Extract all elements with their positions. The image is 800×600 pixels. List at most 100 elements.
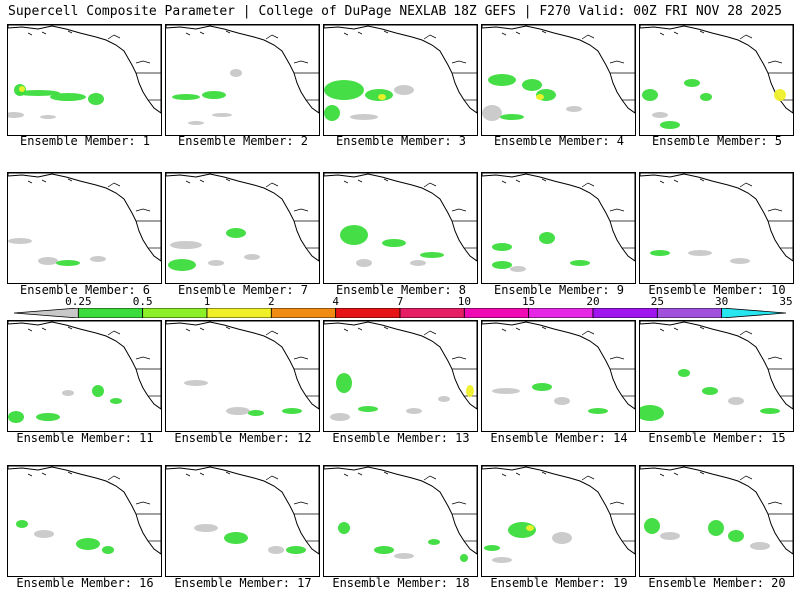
color-scale-segment <box>77 308 144 318</box>
map-canvas <box>8 321 161 423</box>
border-line <box>767 501 783 505</box>
scp-contour <box>208 260 224 266</box>
border-line <box>423 475 437 481</box>
scp-contour <box>62 390 74 396</box>
color-scale-tick-label: 35 <box>779 295 793 308</box>
ensemble-member-map <box>165 24 320 136</box>
scp-contour <box>522 79 542 91</box>
scp-contour <box>566 106 582 112</box>
color-scale-tick-label: 2 <box>268 295 275 308</box>
color-scale-segment <box>142 308 208 318</box>
ensemble-member-map <box>323 465 478 577</box>
coastline <box>640 466 793 555</box>
scp-contour <box>644 518 660 534</box>
color-scale-tick-label: 4 <box>332 295 339 308</box>
scp-contour <box>38 257 58 265</box>
color-scale-segment <box>270 308 337 318</box>
map-canvas <box>166 25 319 125</box>
border-line <box>185 30 231 36</box>
scp-contour <box>230 69 242 77</box>
scp-contour <box>50 93 86 101</box>
scp-contour <box>492 261 512 269</box>
map-canvas <box>166 173 319 271</box>
scp-contour <box>492 243 512 251</box>
border-line <box>767 60 783 64</box>
border-line <box>739 330 753 336</box>
color-scale-segment <box>399 308 465 318</box>
ensemble-member-map <box>481 465 636 577</box>
member-caption: Ensemble Member: 9 <box>493 283 625 297</box>
scp-contour <box>88 93 104 105</box>
border-line <box>185 326 231 332</box>
member-caption: Ensemble Member: 10 <box>648 283 786 297</box>
coastline <box>482 466 635 555</box>
member-caption: Ensemble Member: 5 <box>651 134 783 148</box>
member-caption: Ensemble Member: 8 <box>335 283 467 297</box>
border-line <box>501 471 547 477</box>
member-caption: Ensemble Member: 16 <box>16 576 154 590</box>
ensemble-member-map <box>7 465 162 577</box>
scp-contour <box>34 530 54 538</box>
coastline <box>324 25 477 114</box>
member-caption: Ensemble Member: 11 <box>16 431 154 445</box>
scp-contour <box>184 380 208 386</box>
border-line <box>107 475 121 481</box>
color-scale-segment <box>592 308 658 318</box>
coastline <box>166 321 319 410</box>
border-line <box>451 60 467 64</box>
ensemble-member-map <box>481 172 636 284</box>
border-line <box>27 178 73 184</box>
scp-contour <box>19 86 25 92</box>
scp-contour <box>730 258 750 264</box>
border-line <box>27 30 73 36</box>
scp-contour <box>202 91 226 99</box>
scp-contour <box>382 239 406 247</box>
border-line <box>659 471 705 477</box>
scp-contour <box>102 546 114 554</box>
ensemble-member-map <box>165 172 320 284</box>
scp-contour <box>340 225 368 245</box>
scp-contour <box>244 254 260 260</box>
border-line <box>185 178 231 184</box>
border-line <box>343 30 389 36</box>
scp-contour <box>110 398 122 404</box>
ensemble-member-map <box>323 320 478 432</box>
scp-contour <box>510 266 526 272</box>
border-line <box>739 475 753 481</box>
border-line <box>581 34 595 40</box>
map-canvas <box>324 173 477 267</box>
coastline <box>640 173 793 262</box>
border-line <box>293 208 309 212</box>
scp-contour <box>500 114 524 120</box>
border-line <box>501 30 547 36</box>
color-scale-tick-label: 0.5 <box>132 295 153 308</box>
color-scale-segment <box>335 308 401 318</box>
scp-contour <box>168 259 196 271</box>
border-line <box>265 182 279 188</box>
scp-contour <box>410 260 426 266</box>
border-line <box>581 330 595 336</box>
scp-contour <box>282 408 302 414</box>
ensemble-member-map <box>165 320 320 432</box>
border-line <box>739 34 753 40</box>
scp-contour <box>660 532 680 540</box>
coastline <box>324 466 477 555</box>
scp-contour <box>170 241 202 249</box>
scp-contour <box>678 369 690 377</box>
color-scale-segment <box>528 308 594 318</box>
scp-contour <box>226 228 246 238</box>
ensemble-member-map <box>7 320 162 432</box>
color-scale-tick-label: 0.25 <box>65 295 92 308</box>
map-canvas <box>8 466 161 555</box>
coastline <box>324 173 477 262</box>
border-line <box>423 182 437 188</box>
scp-contour <box>330 413 350 421</box>
ensemble-member-map <box>481 24 636 136</box>
scp-contour <box>420 252 444 258</box>
scp-contour <box>466 385 474 397</box>
scp-contour <box>406 408 422 414</box>
color-scale-segment <box>656 308 723 318</box>
valid-time-label: 18Z GEFS | F270 Valid: 00Z FRI NOV 28 20… <box>453 4 782 19</box>
ensemble-member-map <box>323 172 478 284</box>
color-scale-tick-label: 7 <box>396 295 404 308</box>
